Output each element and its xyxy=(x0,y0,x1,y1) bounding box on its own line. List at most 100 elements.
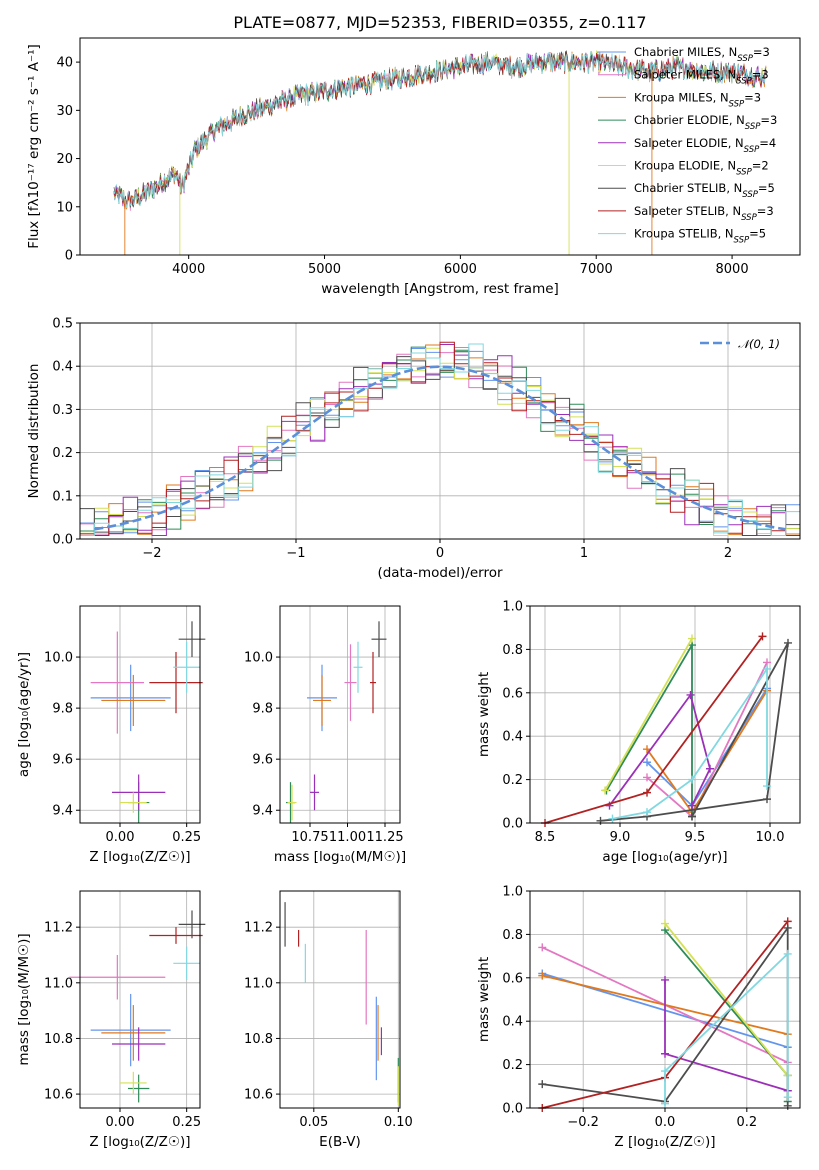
x-tick-label: −2 xyxy=(142,546,161,561)
legend-entry: Chabrier STELIB, NSSP=5 xyxy=(634,181,775,200)
panels-container: 4000 5000 6000 7000 8000010203040wavelength … xyxy=(16,37,801,1150)
x-tick-label: 10.0 xyxy=(756,830,785,845)
y-tick-label: 0.2 xyxy=(52,446,73,461)
x-tick-label: 10.75 xyxy=(291,830,328,845)
y-tick-label: 11.0 xyxy=(244,976,273,991)
x-axis-label: mass [log₁₀(M/M☉)] xyxy=(274,849,406,865)
y-tick-label: 0.6 xyxy=(502,971,523,986)
y-tick-label: 0.2 xyxy=(502,773,523,788)
weight-marker xyxy=(601,786,609,795)
y-tick-label: 1.0 xyxy=(502,885,523,900)
weight-vs-metallicity-panel: −0.2 0.0 0.2 0.0 0.2 0.4 0.6 0.8 1.0 Z [log₁₀(Z/Z… xyxy=(476,885,801,1150)
y-axis-label: Flux [fλ10⁻¹⁷ erg cm⁻² s⁻¹ A⁻¹] xyxy=(26,44,42,249)
weight-marker xyxy=(783,949,792,958)
x-tick-label: 9.5 xyxy=(685,830,706,845)
y-tick-label: 0.0 xyxy=(52,533,73,548)
weight-marker xyxy=(643,773,651,782)
residual-histogram xyxy=(80,343,800,536)
x-tick-label: −1 xyxy=(286,546,305,561)
y-tick-label: 10.6 xyxy=(244,1088,273,1103)
weight-marker xyxy=(758,632,767,641)
weight-marker xyxy=(643,808,651,817)
legend: Chabrier MILES, NSSP=3 Salpeter MILES, NS… xyxy=(598,45,777,246)
residual-histogram xyxy=(80,341,800,536)
spectrum-line xyxy=(113,51,767,209)
y-tick-label: 0.4 xyxy=(502,1015,523,1030)
x-tick-label: 0.00 xyxy=(106,1115,135,1130)
weight-marker xyxy=(661,1049,669,1058)
y-tick-label: 9.4 xyxy=(252,804,273,819)
weight-marker xyxy=(538,1080,547,1089)
legend-entry: Kroupa MILES, NSSP=3 xyxy=(634,90,761,109)
y-tick-label: 40 xyxy=(56,56,73,71)
weight-vs-age-panel: 8.5 9.0 9.5 10.0 0.0 0.2 0.4 0.6 0.8 1.0 age [log₁… xyxy=(476,600,801,865)
x-tick-label: 0 xyxy=(436,546,444,561)
weight-marker xyxy=(643,788,651,797)
x-axis-label: Z [log₁₀(Z/Z☉)] xyxy=(614,1134,715,1150)
x-tick-label: 11.00 xyxy=(329,830,366,845)
legend-entry: Chabrier MILES, NSSP=3 xyxy=(634,45,770,64)
weight-marker xyxy=(643,745,651,754)
x-tick-label: 8.5 xyxy=(535,830,556,845)
x-tick-label: 9.0 xyxy=(610,830,631,845)
y-tick-label: 0.2 xyxy=(502,1058,523,1073)
plot-frame xyxy=(79,890,201,1109)
legend-entry: Kroupa ELODIE, NSSP=2 xyxy=(634,159,769,178)
y-axis-label: mass [log₁₀(M/M☉)] xyxy=(16,933,32,1065)
y-tick-label: 10.8 xyxy=(244,1032,273,1047)
y-tick-label: 30 xyxy=(56,104,73,119)
x-tick-label: 11.25 xyxy=(366,830,403,845)
x-tick-label: 0.25 xyxy=(172,830,201,845)
y-tick-label: 0.8 xyxy=(502,928,523,943)
age-vs-mass-panel: 10.75 11.00 11.25 9.4 9.6 9.8 10.0 mass [log₁₀(… xyxy=(244,605,406,865)
x-tick-label: 8000 xyxy=(716,262,749,277)
y-axis-label: age [log₁₀(age/yr)] xyxy=(16,652,32,777)
x-tick-label: 2 xyxy=(724,546,732,561)
plot-frame xyxy=(79,322,801,540)
y-tick-label: 0.8 xyxy=(502,643,523,658)
y-axis-label: mass weight xyxy=(476,957,492,1042)
weight-marker xyxy=(763,782,771,791)
weight-marker xyxy=(538,971,547,980)
y-tick-label: 0.0 xyxy=(502,1102,523,1117)
residual-histogram xyxy=(80,351,800,536)
weight-marker xyxy=(688,812,696,821)
age-vs-metallicity-panel: 0.00 0.25 9.4 9.6 9.8 10.0 Z [log₁₀(Z/Z☉)] age … xyxy=(16,605,206,865)
x-tick-label: −0.2 xyxy=(567,1115,599,1130)
weight-marker xyxy=(783,1101,792,1110)
weight-marker xyxy=(706,764,714,773)
x-tick-label: 5000 xyxy=(308,262,341,277)
legend-entry: Salpeter STELIB, NSSP=3 xyxy=(634,204,774,223)
y-axis-label: mass weight xyxy=(476,672,492,757)
y-tick-label: 0.3 xyxy=(52,403,73,418)
weight-marker xyxy=(763,664,771,673)
weight-line xyxy=(604,638,693,791)
y-tick-label: 1.0 xyxy=(502,600,523,615)
x-tick-label: 0.10 xyxy=(384,1115,413,1130)
plot-frame xyxy=(79,605,201,824)
weight-line xyxy=(608,692,711,807)
x-tick-label: 0.25 xyxy=(172,1115,201,1130)
y-tick-label: 11.2 xyxy=(44,921,73,936)
y-axis-label: Normed distribution xyxy=(26,364,42,499)
weight-marker xyxy=(643,758,651,767)
residuals-panel: −2 −1 0 1 2 0.0 0.1 0.2 0.3 0.4 0.5 (data-model)/er… xyxy=(26,317,801,581)
mass-vs-metallicity-panel: 0.00 0.25 10.6 10.8 11.0 11.2 Z [log₁₀(Z/Z☉)] m… xyxy=(16,890,206,1150)
weight-marker xyxy=(686,690,695,699)
x-tick-label: 0.2 xyxy=(736,1115,757,1130)
plot-frame xyxy=(279,605,401,824)
weight-marker xyxy=(661,1067,669,1076)
mass-vs-ebv-panel: 0.05 0.10 10.6 10.8 11.0 11.2 E(B-V) xyxy=(244,890,413,1150)
x-axis-label: (data-model)/error xyxy=(377,565,503,581)
weight-marker xyxy=(783,1093,792,1102)
y-tick-label: 9.4 xyxy=(52,804,73,819)
weight-marker xyxy=(688,801,696,810)
x-axis-label: Z [log₁₀(Z/Z☉)] xyxy=(89,1134,190,1150)
y-tick-label: 10.0 xyxy=(44,651,73,666)
plot-frame xyxy=(79,37,801,256)
x-tick-label: 6000 xyxy=(444,262,477,277)
y-tick-label: 10.0 xyxy=(244,651,273,666)
y-tick-label: 20 xyxy=(56,152,73,167)
plot-frame xyxy=(529,605,801,824)
